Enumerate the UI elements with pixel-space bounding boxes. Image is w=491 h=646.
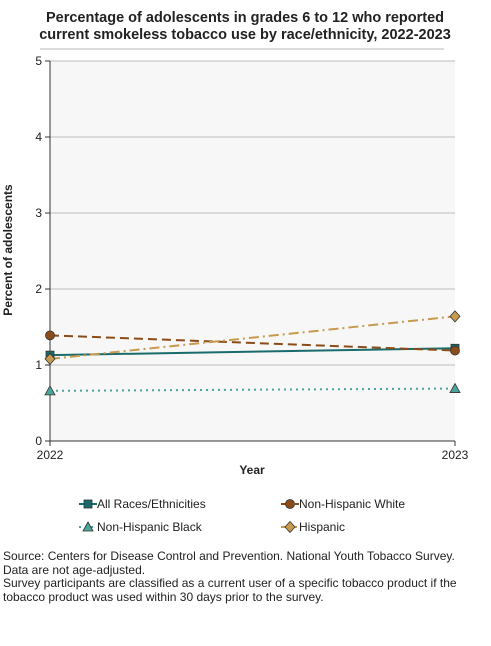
y-tick-label: 1 [35, 358, 42, 372]
axes: 0 1 2 3 4 5 2022 2023 [35, 54, 468, 462]
data-point-marker [45, 330, 55, 341]
y-tick-label: 2 [35, 282, 42, 296]
series-layer [44, 310, 461, 396]
legend-item: Hispanic [281, 520, 345, 534]
data-point-marker [449, 310, 461, 323]
x-tick-label: 2023 [442, 448, 469, 462]
legend-marker [82, 521, 94, 532]
data-point-marker [44, 352, 56, 366]
y-tick-label: 0 [35, 434, 42, 448]
y-tick-label: 3 [35, 206, 42, 220]
y-tick-label: 4 [35, 130, 42, 144]
legend-item: Non-Hispanic White [281, 497, 405, 511]
source-line: Source: Centers for Disease Control and … [3, 549, 455, 563]
gridlines [50, 60, 455, 366]
legend-marker [284, 520, 296, 534]
chart-title-line-2: current smokeless tobacco use by race/et… [39, 27, 451, 43]
x-axis-title: Year [239, 463, 265, 477]
data-point-marker [450, 345, 460, 356]
legend-marker [285, 499, 295, 509]
series-line [49, 334, 456, 352]
legend-label: Non-Hispanic White [299, 497, 405, 511]
legend-item: All Races/Ethnicities [79, 497, 206, 511]
definition-note: Survey participants are classified as a … [3, 576, 457, 604]
series-non-hispanic-black [44, 382, 461, 396]
series-line [49, 387, 456, 392]
legend: All Races/Ethnicities Non-Hispanic White N… [79, 497, 405, 534]
source-notes: Source: Centers for Disease Control and … [3, 549, 485, 604]
x-tick-label: 2022 [37, 448, 64, 462]
legend-label: Non-Hispanic Black [97, 520, 203, 534]
data-note: Data are not age-adjusted. [3, 562, 146, 577]
legend-item: Non-Hispanic Black [79, 520, 203, 534]
series-line [49, 347, 456, 357]
series-hispanic [44, 310, 461, 366]
data-point-marker [44, 385, 56, 396]
plot-area [50, 61, 455, 441]
legend-label: All Races/Ethnicities [97, 497, 206, 511]
legend-marker [83, 499, 93, 509]
series-line [49, 315, 456, 360]
legend-label: Hispanic [299, 520, 345, 534]
data-point-marker [449, 382, 461, 393]
y-tick-label: 5 [35, 54, 42, 68]
chart-title-line-1: Percentage of adolescents in grades 6 to… [46, 10, 444, 26]
series-non-hispanic-white [45, 330, 460, 356]
y-axis-title: Percent of adolescents [1, 184, 15, 316]
